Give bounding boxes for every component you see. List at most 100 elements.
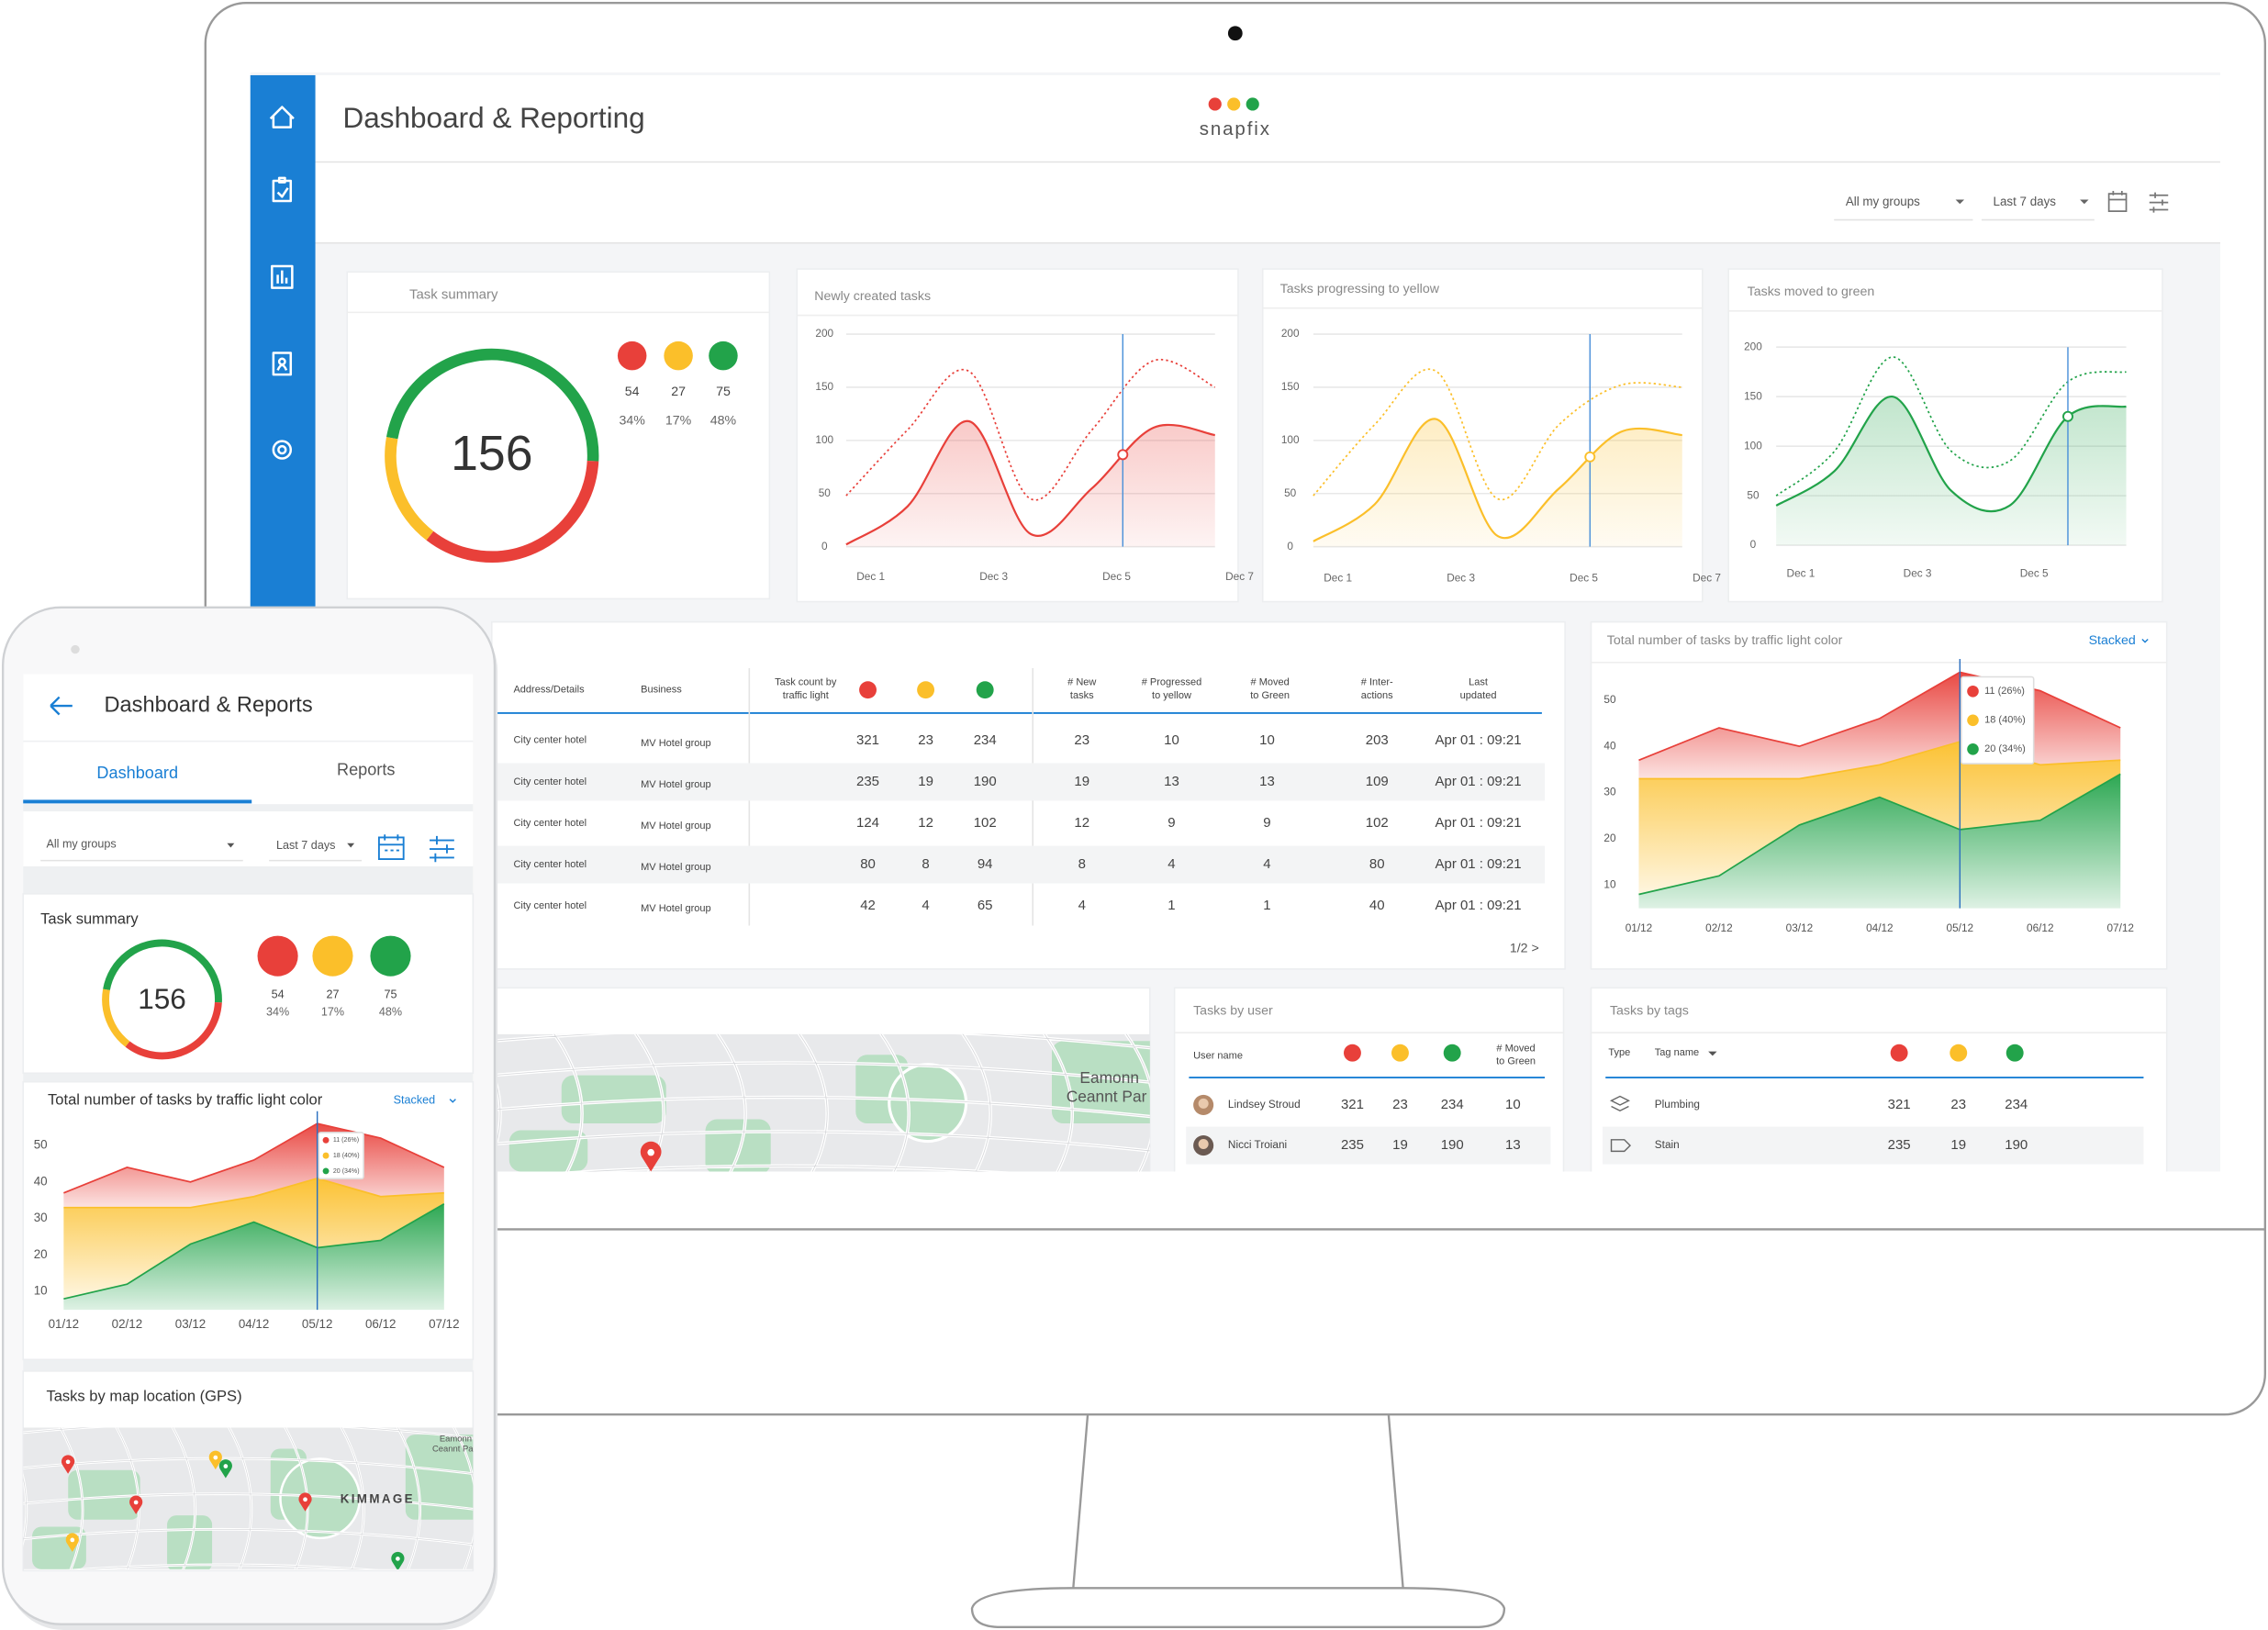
- park: [561, 1075, 666, 1124]
- y-tick-label: 10: [1603, 878, 1616, 891]
- table-cell: 10: [1259, 732, 1275, 748]
- group-filter[interactable]: All my groups: [46, 838, 116, 851]
- map-pin[interactable]: [129, 1495, 143, 1514]
- table-cell: Stain: [1655, 1138, 1680, 1151]
- pin-hole: [70, 1537, 75, 1543]
- ring-segment: [385, 348, 599, 462]
- map-pin[interactable]: [640, 1141, 662, 1172]
- tooltip-label: 18 (40%): [1984, 715, 2026, 726]
- y-tick-label: 20: [34, 1247, 48, 1261]
- x-tick-label: 04/12: [1866, 921, 1894, 934]
- chart-mode[interactable]: Stacked: [394, 1094, 436, 1107]
- area-edge: [1638, 773, 2121, 896]
- period-filter[interactable]: Last 7 days: [1994, 195, 2057, 208]
- status-dot: [664, 341, 693, 371]
- table-cell: Apr 01 : 09:21: [1436, 856, 1522, 872]
- header-dot: [1950, 1044, 1968, 1062]
- map-label: KIMMAGE: [341, 1492, 415, 1506]
- table-cell: 235: [856, 774, 879, 789]
- line: [845, 358, 1216, 501]
- y-tick-label: 30: [34, 1211, 48, 1224]
- line: [1313, 418, 1682, 542]
- table-cell: 8: [922, 856, 929, 872]
- table-cell: MV Hotel group: [641, 903, 711, 914]
- header-dot: [1344, 1044, 1361, 1062]
- area: [63, 1178, 444, 1300]
- back-button[interactable]: [50, 696, 73, 716]
- calendar-icon[interactable]: [2107, 191, 2128, 212]
- chart-mode[interactable]: Stacked: [2089, 633, 2136, 648]
- x-tick-label: Dec 3: [979, 570, 1008, 583]
- area-edge: [63, 1177, 444, 1209]
- x-tick-label: Dec 1: [1324, 571, 1352, 584]
- area-edge: [63, 1202, 445, 1301]
- x-tick-label: Dec 7: [1693, 571, 1721, 584]
- panel-title: Task summary: [409, 286, 498, 302]
- x-tick-label: 03/12: [175, 1317, 206, 1331]
- table-cell: City center hotel: [513, 776, 587, 787]
- x-tick-label: 07/12: [429, 1317, 459, 1331]
- header-dot: [917, 681, 935, 699]
- y-tick-label: 200: [815, 327, 833, 340]
- filter-icon[interactable]: [430, 835, 454, 863]
- map-pin[interactable]: [298, 1492, 312, 1512]
- pin-hole: [647, 1148, 654, 1156]
- table-cell: 23: [1392, 1097, 1408, 1112]
- table-cell: 12: [918, 815, 933, 831]
- chart-title: Newly created tasks: [814, 289, 931, 304]
- column-header[interactable]: Tag name: [1655, 1047, 1699, 1058]
- table-cell: 13: [1259, 774, 1275, 789]
- table-cell: City center hotel: [513, 859, 587, 870]
- table-cell: 234: [1441, 1097, 1464, 1112]
- park: [405, 1435, 474, 1520]
- pagination[interactable]: 1/2 >: [1510, 942, 1539, 956]
- roads-outline: [496, 1033, 1150, 1172]
- panel: [22, 893, 475, 1075]
- tab-indicator: [23, 799, 252, 804]
- tab[interactable]: Reports: [337, 761, 395, 779]
- desktop-screen: Dashboard & Reporting snapfix All my gro…: [250, 72, 2220, 1172]
- tooltip-label: 11 (26%): [333, 1136, 359, 1144]
- map-pin[interactable]: [218, 1459, 232, 1479]
- line: [1313, 368, 1682, 501]
- ring-segment: [102, 988, 130, 1047]
- y-tick-label: 40: [34, 1174, 48, 1188]
- map-pin[interactable]: [61, 1455, 75, 1474]
- column-header: to yellow: [1152, 690, 1191, 701]
- chart-title: Tasks progressing to yellow: [1280, 282, 1440, 296]
- area: [63, 1203, 444, 1311]
- map-pin[interactable]: [208, 1450, 222, 1470]
- tab[interactable]: Dashboard: [96, 764, 178, 782]
- table-cell: 203: [1366, 732, 1389, 748]
- column-header: Type: [1608, 1047, 1630, 1058]
- reports-icon[interactable]: [271, 264, 294, 289]
- table-cell: 13: [1505, 1137, 1521, 1153]
- tasks-icon[interactable]: [272, 176, 293, 203]
- x-tick-label: 01/12: [49, 1317, 79, 1331]
- contacts-icon[interactable]: [272, 352, 293, 376]
- status-count: 75: [384, 988, 397, 1001]
- status-percent: 34%: [266, 1005, 289, 1018]
- x-tick-label: Dec 5: [1102, 570, 1131, 583]
- settings-icon[interactable]: [272, 440, 293, 460]
- column-header: # Moved: [1496, 1043, 1535, 1054]
- header-dot: [1391, 1044, 1409, 1062]
- park: [68, 1469, 140, 1520]
- calendar-icon[interactable]: [377, 834, 405, 861]
- status-count: 54: [272, 988, 285, 1001]
- map-pin[interactable]: [65, 1533, 79, 1552]
- table-cell: 190: [1441, 1137, 1464, 1153]
- table-cell: 124: [856, 815, 879, 831]
- column-header: tasks: [1070, 690, 1094, 701]
- x-tick-label: 06/12: [365, 1317, 396, 1331]
- home-icon[interactable]: [269, 106, 295, 128]
- group-filter[interactable]: All my groups: [1846, 195, 1920, 208]
- status-dot: [257, 935, 298, 977]
- filter-icon[interactable]: [2149, 192, 2169, 213]
- y-tick-label: 200: [1744, 340, 1762, 352]
- status-percent: 17%: [321, 1005, 344, 1018]
- header-dot: [1890, 1044, 1908, 1062]
- table-cell: 40: [1369, 898, 1385, 913]
- period-filter[interactable]: Last 7 days: [276, 839, 335, 852]
- table-cell: 19: [918, 774, 933, 789]
